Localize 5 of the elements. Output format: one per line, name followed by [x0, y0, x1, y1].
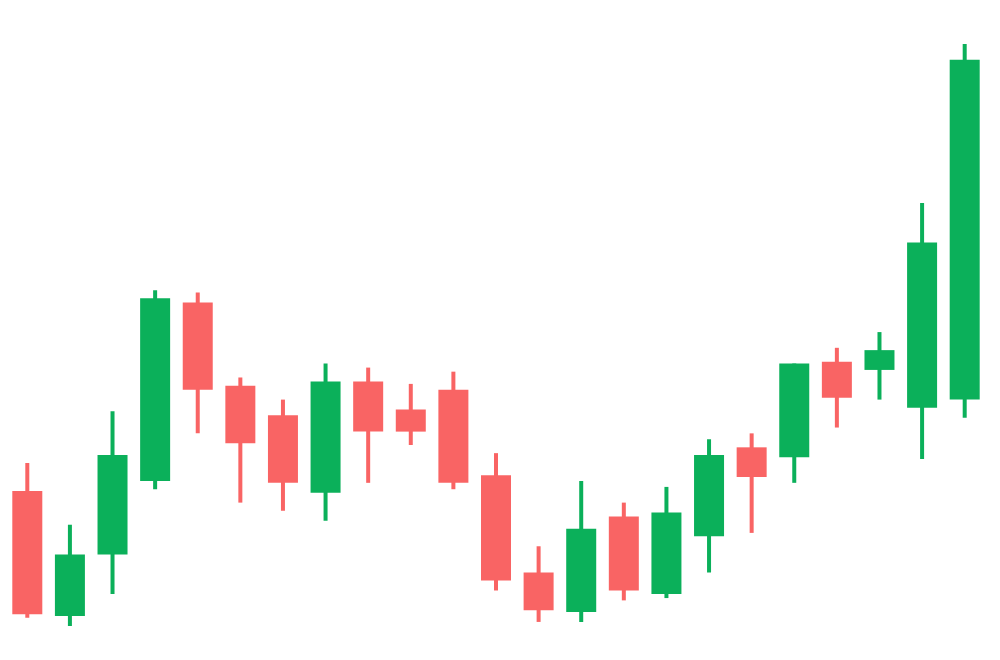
candlestick — [864, 330, 895, 402]
candlestick — [395, 381, 426, 447]
candlestick — [523, 544, 554, 624]
candlestick — [821, 345, 852, 430]
candlestick — [736, 431, 767, 535]
